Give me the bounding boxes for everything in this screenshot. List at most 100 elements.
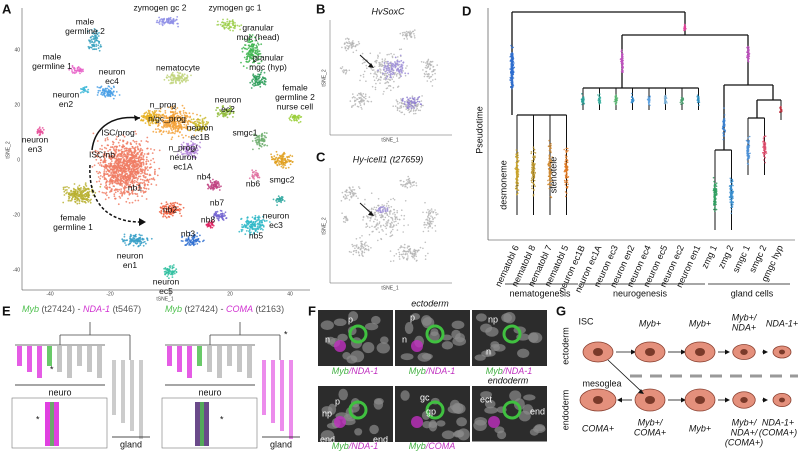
cell-dot (413, 107, 415, 109)
cell-dot (379, 223, 381, 225)
label: granular (252, 52, 283, 62)
cell-dot (389, 74, 391, 76)
cell-dot (255, 82, 257, 84)
cell-dot (427, 80, 429, 82)
cell-dot (242, 51, 244, 53)
cell-dot (252, 73, 254, 75)
cell-dot (364, 203, 366, 205)
cell-dot (375, 209, 377, 211)
cell-dot (90, 47, 92, 49)
cell-dot (392, 56, 394, 58)
cell-dot (400, 33, 402, 35)
cell-dot (396, 99, 398, 101)
cell-dot (99, 186, 101, 188)
cell-dot (290, 164, 292, 166)
cell-dot (142, 149, 144, 151)
cell-dot (115, 198, 117, 200)
cell-dot (256, 46, 258, 48)
cell-dot (256, 79, 258, 81)
cell-dot (365, 226, 367, 228)
cell-dot (433, 69, 435, 71)
cell-dot (402, 34, 404, 36)
cell-dot (109, 171, 111, 173)
cell-dot (239, 29, 241, 31)
cell-dot (390, 76, 392, 78)
cell-dot (413, 254, 415, 256)
cell-dot (278, 162, 280, 164)
cell-dot (420, 106, 422, 108)
cell-dot (146, 137, 148, 139)
cell-dot (223, 213, 225, 215)
cell-dot (127, 162, 129, 164)
cell-dot (159, 129, 161, 131)
cell-dot (404, 38, 406, 40)
cell-dot (37, 132, 39, 134)
cell-dot (202, 118, 204, 120)
cell-dot (132, 176, 134, 178)
cell-dot (372, 231, 374, 233)
cell-dot (120, 160, 122, 162)
cell-dot (124, 190, 126, 192)
cell-dot (106, 166, 108, 168)
cell-dot (400, 55, 402, 57)
cell-dot (183, 207, 185, 209)
cell-dot (251, 87, 253, 89)
cell-dot (144, 185, 146, 187)
cell-dot (174, 20, 176, 22)
cell-dot (142, 175, 144, 177)
cell-dot (389, 79, 391, 81)
cell-dot (107, 169, 109, 171)
cell-dot (111, 93, 113, 95)
cell-dot (380, 225, 382, 227)
cell-dot (226, 21, 228, 23)
cell-dot (97, 40, 99, 42)
cell-dot (118, 163, 120, 165)
cell-dot (111, 160, 113, 162)
cell-dot (356, 195, 358, 197)
cell-dot (232, 116, 234, 118)
cell-dot (151, 183, 153, 185)
cell-dot (284, 164, 286, 166)
cell-dot (125, 201, 127, 203)
cell-dot (413, 33, 415, 35)
cell-dot (162, 127, 164, 129)
label: ec1B (190, 132, 210, 142)
cell-dot (198, 240, 200, 242)
cell-dot (358, 251, 360, 253)
cell-dot (399, 256, 401, 258)
cell-dot (222, 219, 224, 221)
cell-dot (207, 188, 209, 190)
cell-dot (89, 200, 91, 202)
cell-dot (398, 77, 400, 79)
cell-dot (186, 75, 188, 77)
cell-dot (427, 253, 429, 255)
y-axis-title: tSNE_2 (321, 69, 327, 86)
cell-dot (241, 224, 243, 226)
cell-dot (179, 82, 181, 84)
cell-dot (403, 225, 405, 227)
cell-dot (105, 160, 107, 162)
cell-dot (179, 126, 181, 128)
cell-dot (423, 224, 425, 226)
cell-dot (259, 221, 261, 223)
cell-dot (97, 86, 99, 88)
cell-dot (342, 66, 344, 68)
y-tick-label: -40 (13, 267, 20, 273)
cell-dot (388, 201, 390, 203)
cell-dot (412, 31, 414, 33)
cell-dot (384, 62, 386, 64)
cell-dot (38, 130, 40, 132)
cell-dot (277, 198, 279, 200)
cell-dot (80, 92, 82, 94)
cell-dot (78, 195, 80, 197)
cell-dot (377, 69, 379, 71)
cell-dot (345, 198, 347, 200)
cell-dot (375, 61, 377, 63)
cell-dot (124, 192, 126, 194)
cell-dot (181, 75, 183, 77)
cell-dot (227, 18, 229, 20)
cell-dot (127, 179, 129, 181)
cell-dot (285, 160, 287, 162)
cell-dot (382, 93, 384, 95)
cell-dot (194, 243, 196, 245)
